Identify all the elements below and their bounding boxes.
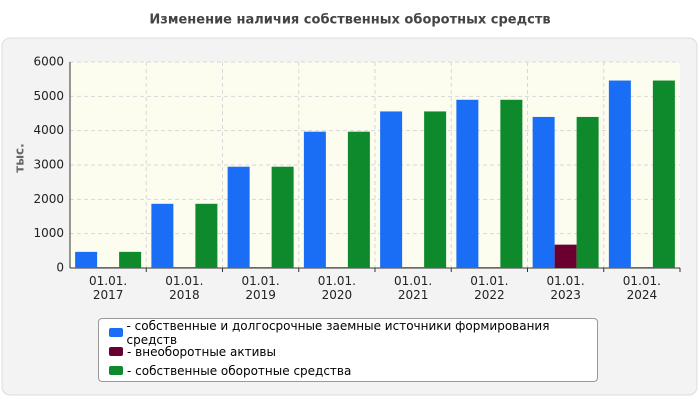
y-tick-label: 3000 <box>33 158 64 172</box>
bar <box>75 251 98 268</box>
legend-label: - собственные оборотные средства <box>127 363 352 378</box>
bar <box>478 267 501 268</box>
bar <box>402 267 425 268</box>
bar <box>303 131 326 268</box>
bar <box>380 111 403 268</box>
bar <box>151 203 174 268</box>
bar <box>554 244 577 268</box>
x-tick-label: 01.01. 2020 <box>317 274 356 302</box>
y-tick-label: 6000 <box>33 55 64 69</box>
y-tick-label: 4000 <box>33 123 64 137</box>
bar <box>227 166 250 268</box>
x-tick-label: 01.01. 2018 <box>165 274 204 302</box>
bar <box>652 80 675 268</box>
bar <box>456 99 479 269</box>
x-tick-label: 01.01. 2019 <box>241 274 280 302</box>
y-tick-label: 1000 <box>33 226 64 240</box>
bar <box>500 99 523 269</box>
y-tick-label: 2000 <box>33 192 64 206</box>
bar <box>347 131 370 268</box>
x-tick-label: 01.01. 2023 <box>546 274 585 302</box>
legend: - собственные и долгосрочные заемные ист… <box>98 318 598 382</box>
bar <box>195 203 218 268</box>
legend-swatch <box>109 347 123 356</box>
bar <box>532 116 555 268</box>
legend-item: - внеоборотные активы <box>109 342 587 361</box>
legend-swatch <box>109 366 123 375</box>
y-axis-label: тыс. <box>13 143 27 172</box>
y-tick-label: 0 <box>56 261 64 275</box>
bar <box>608 80 631 268</box>
y-tick-label: 5000 <box>33 89 64 103</box>
legend-label: - собственные и долгосрочные заемные ист… <box>126 318 550 347</box>
bar <box>173 267 196 268</box>
legend-swatch <box>109 328 123 337</box>
legend-label: - внеоборотные активы <box>127 344 276 359</box>
bar <box>97 267 120 268</box>
bar <box>325 267 348 268</box>
bar <box>424 111 447 268</box>
bar <box>630 267 653 268</box>
x-tick-label: 01.01. 2017 <box>89 274 128 302</box>
chart-title: Изменение наличия собственных оборотных … <box>149 13 550 28</box>
legend-item: - собственные и долгосрочные заемные ист… <box>109 319 587 347</box>
x-tick-label: 01.01. 2024 <box>622 274 661 302</box>
bar <box>119 251 142 268</box>
x-tick-label: 01.01. 2021 <box>394 274 433 302</box>
bar <box>271 166 294 268</box>
legend-item: - собственные оборотные средства <box>109 361 587 380</box>
x-tick-label: 01.01. 2022 <box>470 274 509 302</box>
bar <box>576 116 599 268</box>
bar <box>249 267 272 268</box>
